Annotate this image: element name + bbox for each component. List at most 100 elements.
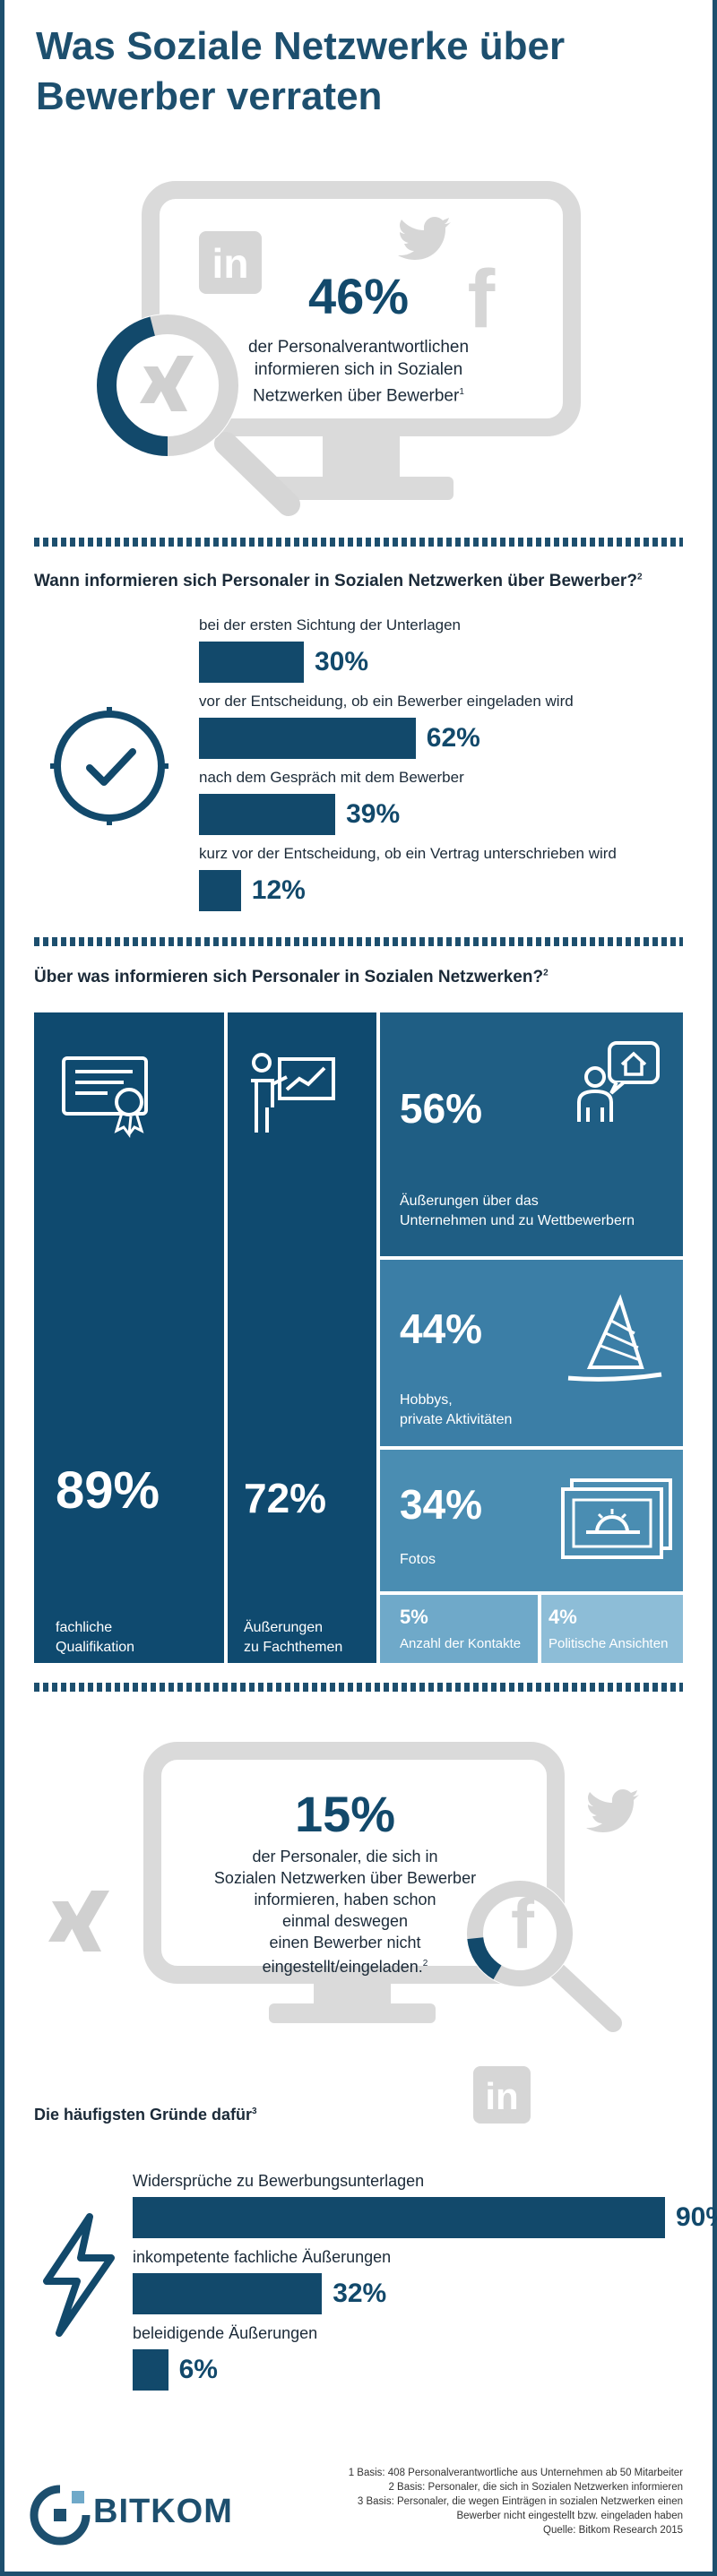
- tile-unternehmen: 56% Äußerungen über das Unternehmen und …: [380, 1012, 683, 1256]
- bar: [199, 794, 336, 835]
- section-title-what: Über was informieren sich Personaler in …: [34, 968, 549, 987]
- section-title-reasons: Die häufigsten Gründe dafür3: [34, 2106, 257, 2124]
- bar-value-label: 62%: [426, 723, 480, 753]
- tile-percent: 44%: [400, 1305, 483, 1352]
- windsurf-icon: [567, 1294, 662, 1382]
- section-title-text: Über was informieren sich Personaler in …: [34, 968, 544, 986]
- tile-fachthemen: 72% Äußerungen zu Fachthemen: [228, 1012, 376, 1663]
- divider: [34, 937, 683, 946]
- tile-fachliche-qualifikation: 89% fachliche Qualifikation: [34, 1012, 224, 1663]
- page-title: Was Soziale Netzwerke über Bewerber verr…: [36, 24, 566, 118]
- tile-caption: Politische Ansichten: [549, 1636, 669, 1651]
- footnote-mark: 2: [636, 572, 643, 582]
- second-text-line: der Personaler, die sich in: [252, 1848, 438, 1865]
- bar-value-label: 6%: [178, 2355, 218, 2384]
- linkedin-icon: in: [199, 231, 262, 294]
- footnotes: 1 Basis: 408 Personalverantwortliche aus…: [235, 2466, 683, 2537]
- footnote-line: Quelle: Bitkom Research 2015: [543, 2525, 683, 2536]
- linkedin-icon: in: [473, 2066, 531, 2124]
- bar-value-label: 12%: [251, 875, 306, 905]
- bar: [199, 718, 416, 759]
- tile-caption-line: Äußerungen über das: [400, 1193, 539, 1209]
- divider: [34, 1683, 683, 1692]
- tile-caption: Fotos: [400, 1552, 436, 1567]
- clock-icon: [50, 707, 168, 825]
- bar-category-label: kurz vor der Entscheidung, ob ein Vertra…: [199, 845, 617, 862]
- bar-category-label: bei der ersten Sichtung der Unterlagen: [199, 616, 462, 633]
- bar-category-label: vor der Entscheidung, ob ein Bewerber ei…: [199, 693, 574, 710]
- tile-caption-line: private Aktivitäten: [400, 1412, 513, 1427]
- person-house-icon: [577, 1041, 660, 1122]
- tile-hobbys: 44% Hobbys, private Aktivitäten: [380, 1260, 683, 1446]
- second-text-line: Sozialen Netzwerken über Bewerber: [213, 1869, 477, 1887]
- facebook-icon: f: [511, 1884, 535, 1963]
- footnote-mark: 3: [252, 2106, 257, 2116]
- certificate-icon: [62, 1056, 148, 1138]
- tile-caption: Äußerungen über das Unternehmen und zu W…: [400, 1192, 635, 1231]
- tile-caption-line: zu Fachthemen: [244, 1640, 343, 1655]
- tile-percent: 72%: [244, 1475, 327, 1521]
- tile-percent: 56%: [400, 1085, 483, 1132]
- bar: [133, 2197, 665, 2238]
- hero-text-body: der Personalverantwortlichen informieren…: [247, 338, 470, 406]
- tile-percent: 89%: [56, 1461, 160, 1520]
- facebook-glyph: f: [511, 1884, 535, 1963]
- monitor-illustration: [143, 1742, 565, 2023]
- second-text: der Personaler, die sich in Sozialen Net…: [188, 1846, 502, 1977]
- bar-category-label: beleidigende Äußerungen: [133, 2324, 318, 2342]
- section-title-when: Wann informieren sich Personaler in Sozi…: [34, 572, 643, 591]
- tile-percent: 4%: [549, 1606, 577, 1628]
- tile-caption-line: Qualifikation: [56, 1640, 135, 1655]
- magnifier-donut: [96, 314, 300, 516]
- bar: [133, 2273, 323, 2314]
- lightning-icon: [43, 2213, 115, 2337]
- facebook-glyph: f: [468, 254, 496, 345]
- hero-percent: 46%: [307, 268, 410, 324]
- second-percent: 15%: [294, 1786, 396, 1842]
- bar-value-label: 30%: [315, 647, 369, 676]
- bar-category-label: Widersprüche zu Bewerbungsunterlagen: [133, 2172, 425, 2190]
- tile-caption: Hobbys, private Aktivitäten: [400, 1391, 512, 1430]
- bar: [199, 642, 304, 683]
- bar-category-label: nach dem Gespräch mit dem Bewerber: [199, 769, 464, 786]
- footnote-mark: 1: [459, 387, 464, 397]
- footnote-line: 2 Basis: Personaler, die sich in Soziale…: [388, 2482, 683, 2493]
- linkedin-glyph: in: [485, 2075, 518, 2117]
- tile-caption-line: Unternehmen und zu Wettbewerbern: [400, 1213, 635, 1228]
- tile-percent: 34%: [400, 1481, 483, 1528]
- tile-caption: Äußerungen zu Fachthemen: [244, 1618, 342, 1658]
- section-title-text: Die häufigsten Gründe dafür: [34, 2106, 253, 2124]
- xing-icon: [140, 356, 194, 411]
- facebook-icon: f: [468, 254, 496, 345]
- second-donut-arc: [467, 1881, 573, 1986]
- bitkom-logo-icon: [30, 2485, 91, 2546]
- tile-caption: Anzahl der Kontakte: [400, 1636, 522, 1651]
- footnote-mark: 2: [543, 968, 549, 978]
- divider: [34, 538, 683, 547]
- second-text-line-last: eingestellt/eingeladen.: [262, 1958, 423, 1976]
- tile-kontakte: 5% Anzahl der Kontakte: [380, 1595, 538, 1663]
- bitkom-logo-text: BITKOM: [93, 2493, 233, 2530]
- bar-value-label: 90%: [676, 2202, 717, 2232]
- photo-icon: [561, 1478, 672, 1559]
- second-text-line: einen Bewerber nicht: [269, 1934, 421, 1951]
- linkedin-glyph: in: [212, 240, 249, 287]
- hero-text: der Personalverantwortlichen informieren…: [233, 336, 484, 407]
- footnote-line: 3 Basis: Personaler, die wegen Einträgen…: [357, 2496, 683, 2507]
- bar: [199, 870, 241, 911]
- section-title-text: Wann informieren sich Personaler in Sozi…: [34, 572, 637, 590]
- magnifier-donut: [466, 1880, 622, 2032]
- tile-caption-line: Hobbys,: [400, 1392, 453, 1408]
- tile-caption-line: Äußerungen: [244, 1620, 324, 1635]
- tile-politik: 4% Politische Ansichten: [541, 1595, 683, 1663]
- twitter-icon: [586, 1789, 639, 1832]
- bar: [133, 2349, 168, 2391]
- bar-value-label: 32%: [333, 2279, 387, 2308]
- bar-value-label: 39%: [346, 799, 401, 829]
- second-text-line: informieren, haben schon: [254, 1891, 436, 1908]
- tile-percent: 5%: [400, 1606, 428, 1628]
- second-text-line: einmal deswegen: [281, 1912, 409, 1930]
- footnote-line: Bewerber nicht eingestellt bzw. eingelad…: [456, 2511, 683, 2521]
- tile-caption: fachliche Qualifikation: [56, 1618, 134, 1658]
